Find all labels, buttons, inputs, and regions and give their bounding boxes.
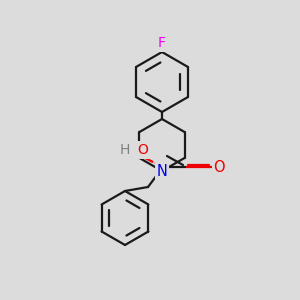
Text: F: F: [158, 36, 166, 50]
Text: H: H: [120, 143, 130, 157]
Text: O: O: [138, 143, 148, 157]
Text: N: N: [157, 164, 167, 178]
Text: O: O: [213, 160, 225, 175]
